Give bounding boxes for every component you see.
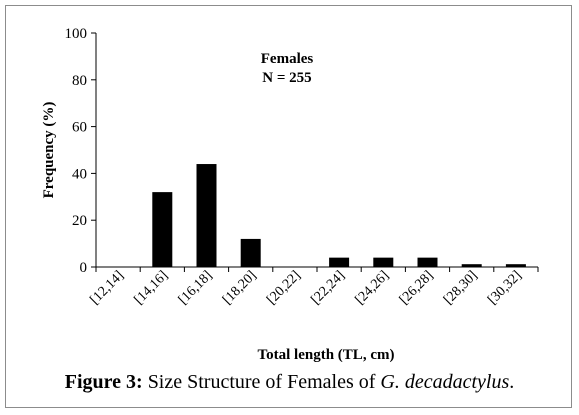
figure-frame <box>5 5 572 408</box>
x-tick-label: [14,16] <box>132 268 171 307</box>
bar <box>373 257 394 267</box>
x-tick-label: [20,22] <box>264 268 303 307</box>
bar <box>417 257 438 267</box>
y-ticks-group: 0 20 40 60 80 100 <box>65 26 96 276</box>
bar <box>329 257 350 267</box>
x-tick-label: [26,28] <box>397 268 436 307</box>
annotation-title: Females <box>261 51 314 67</box>
bar <box>196 164 217 267</box>
caption-label: Figure 3: <box>64 371 143 393</box>
figure-caption: Figure 3: Size Structure of Females of G… <box>0 371 579 394</box>
x-axis-label: Total length (TL, cm) <box>258 347 395 363</box>
bar <box>505 264 526 267</box>
caption-species: G. decadactylus <box>380 371 510 393</box>
y-tick-label: 100 <box>65 26 88 42</box>
y-axis-label: Frequency (%) <box>41 102 57 199</box>
y-tick-label: 80 <box>72 73 87 89</box>
annotation-n: N = 255 <box>262 70 311 86</box>
x-ticks-group: [12,14] [14,16] [16,18] [18,20] [20,22] [22,2… <box>87 267 539 308</box>
x-tick-label: [12,14] <box>87 268 126 307</box>
x-tick-label: [22,24] <box>308 268 347 307</box>
y-tick-label: 40 <box>72 166 87 182</box>
bars-group <box>152 164 526 267</box>
caption-text: Size Structure of Females of <box>147 371 376 393</box>
bar <box>152 192 173 267</box>
caption-end: . <box>509 371 515 393</box>
x-tick-label: [16,18] <box>176 268 215 307</box>
x-tick-label: [28,30] <box>441 268 480 307</box>
x-tick-label: [18,20] <box>220 268 259 307</box>
y-tick-label: 0 <box>80 260 88 276</box>
bar <box>461 264 482 267</box>
x-tick-label: [24,26] <box>353 268 392 307</box>
y-tick-label: 60 <box>72 120 87 136</box>
x-tick-label: [30,32] <box>485 268 524 307</box>
y-tick-label: 20 <box>72 213 87 229</box>
bar <box>240 238 261 267</box>
